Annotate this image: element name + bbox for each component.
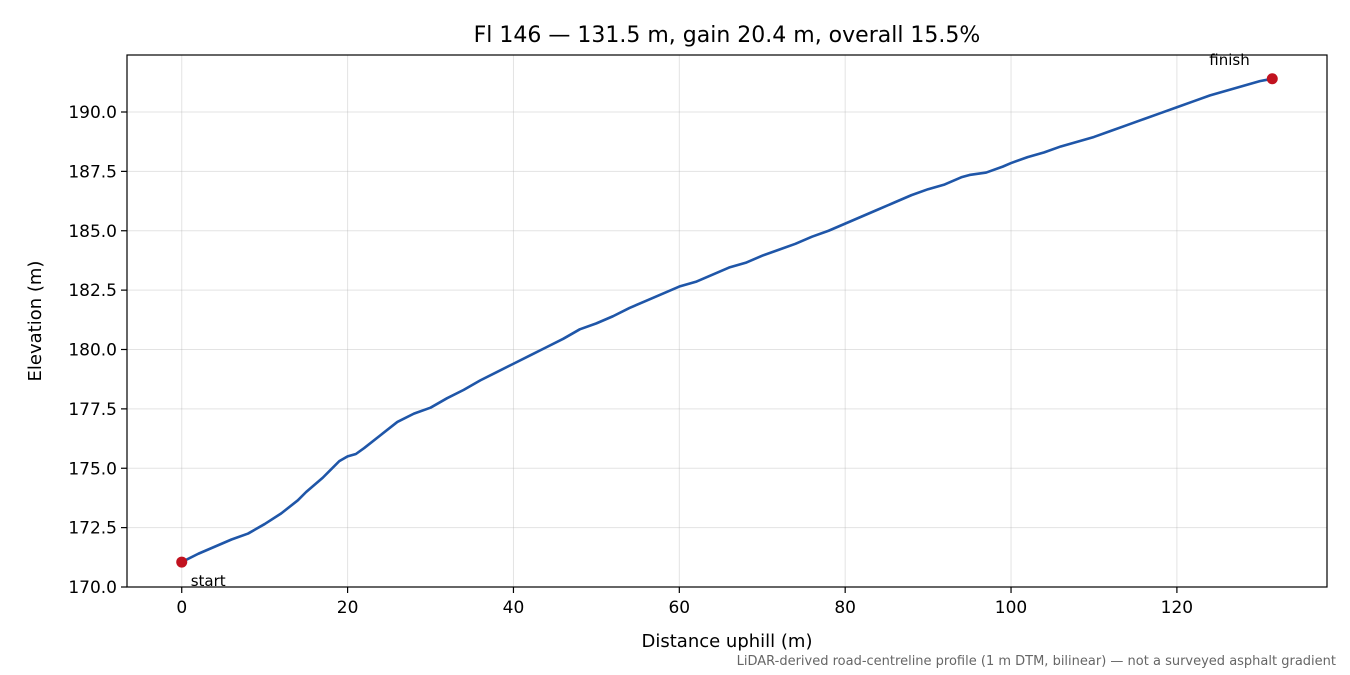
y-axis-label: Elevation (m)	[25, 261, 46, 382]
y-tick-label: 175.0	[68, 459, 117, 479]
x-tick-label: 100	[995, 598, 1027, 618]
y-tick-label: 180.0	[68, 341, 117, 361]
plot-frame	[126, 54, 1328, 588]
x-tick-label: 120	[1161, 598, 1193, 618]
y-tick-label: 185.0	[68, 222, 117, 242]
series-layer	[180, 77, 1274, 564]
x-tick-label: 0	[176, 598, 187, 618]
x-tick-label: 20	[337, 598, 359, 618]
y-tick-label: 187.5	[68, 162, 117, 182]
finish-marker	[1266, 73, 1278, 85]
y-tick-label: 182.5	[68, 281, 117, 301]
footnote-text: LiDAR-derived road-centreline profile (1…	[737, 654, 1336, 669]
start-marker	[176, 556, 188, 568]
finish-label: finish	[1209, 51, 1249, 69]
y-tick-label: 177.5	[68, 400, 117, 420]
x-axis-ticks: 0 20 40 60 80 100 120	[176, 587, 1193, 618]
x-tick-label: 60	[668, 598, 690, 618]
x-axis-label: Distance uphill (m)	[642, 631, 813, 652]
start-label: start	[191, 572, 226, 590]
x-tick-label: 80	[834, 598, 856, 618]
y-axis-ticks: 170.0 172.5 175.0 177.5 180.0 182.5 185.0 187.5…	[68, 103, 127, 598]
y-tick-label: 172.5	[68, 519, 117, 539]
y-tick-label: 190.0	[68, 103, 117, 123]
y-tick-label: 170.0	[68, 578, 117, 598]
elevation-line	[180, 77, 1274, 564]
grid-lines	[127, 55, 1327, 588]
x-tick-label: 40	[503, 598, 525, 618]
chart-title: Fl 146 — 131.5 m, gain 20.4 m, overall 1…	[474, 23, 981, 48]
